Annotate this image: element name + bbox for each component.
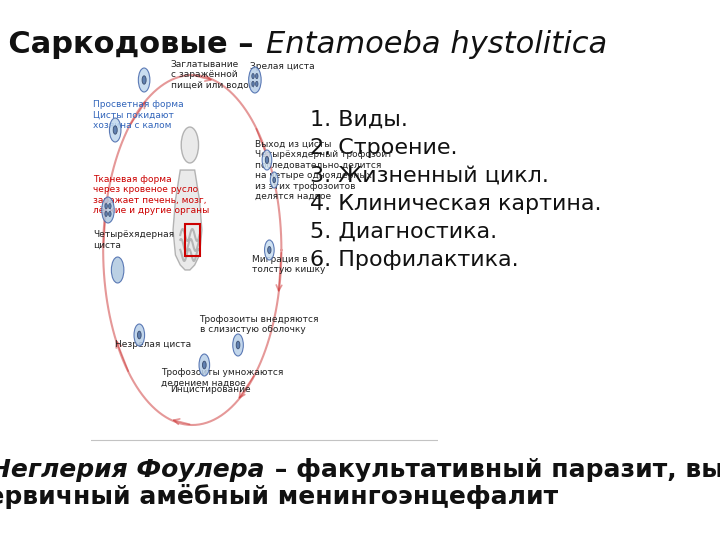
Circle shape [233,334,243,356]
Circle shape [262,150,271,170]
Text: 1. Виды.: 1. Виды. [310,110,408,130]
Circle shape [138,68,150,92]
Circle shape [264,240,274,260]
Text: Инцистирование: Инцистирование [171,385,251,394]
Circle shape [109,211,111,217]
Circle shape [256,82,258,86]
Circle shape [270,172,278,188]
Text: первичный амёбный менингоэнцефалит: первичный амёбный менингоэнцефалит [0,484,559,509]
Text: Класс Саркодовые –: Класс Саркодовые – [0,30,264,59]
Text: Тканевая форма
через кровеное русло
заражает печень, мозг,
лёгкие и другие орган: Тканевая форма через кровеное русло зара… [93,175,210,215]
Circle shape [202,361,206,369]
Circle shape [105,211,107,217]
Text: Просветная форма
Цисты покидают
хозяина с калом: Просветная форма Цисты покидают хозяина … [93,100,184,130]
Circle shape [265,157,269,164]
Circle shape [142,76,146,84]
Circle shape [181,127,199,163]
Circle shape [268,246,271,253]
Circle shape [248,67,261,93]
Circle shape [138,331,141,339]
Text: Трофозоиты умножаются
делением надвое: Трофозоиты умножаются делением надвое [161,368,284,387]
Circle shape [199,354,210,376]
Text: Неглерия Фоулера: Неглерия Фоулера [0,458,264,482]
Circle shape [273,177,276,183]
Text: Entamoeba hystolitica: Entamoeba hystolitica [266,30,607,59]
Text: Трофозоиты внедряются
в слизистую оболочку: Трофозоиты внедряются в слизистую оболоч… [199,315,319,334]
Text: Четырёхядерная
циста: Четырёхядерная циста [93,230,174,249]
Circle shape [105,204,107,208]
Circle shape [113,126,117,134]
Circle shape [109,118,121,142]
Circle shape [112,257,124,283]
Text: Незрелая циста: Незрелая циста [115,340,192,349]
Polygon shape [173,170,202,270]
Text: Миграция в
толстую кишку: Миграция в толстую кишку [253,255,326,274]
Circle shape [134,324,145,346]
Text: – факультативный паразит, вызывает: – факультативный паразит, вызывает [266,458,720,482]
Circle shape [109,204,111,208]
Circle shape [102,197,114,223]
Circle shape [236,341,240,349]
Text: Заглатывание
с заражённой
пищей или водой: Заглатывание с заражённой пищей или водо… [171,60,254,90]
Circle shape [252,73,254,79]
Text: 5. Диагностика.: 5. Диагностика. [310,222,498,242]
Text: 6. Профилактика.: 6. Профилактика. [310,250,519,270]
Circle shape [252,82,254,86]
Text: 4. Клиническая картина.: 4. Клиническая картина. [310,194,602,214]
Text: Выход из цисты
Четырёхядерный трофозоит
последовательно делится
на четыре однояд: Выход из цисты Четырёхядерный трофозоит … [255,140,392,201]
Text: Зрелая циста: Зрелая циста [250,62,315,71]
Text: 3. Жизненный цикл.: 3. Жизненный цикл. [310,166,549,186]
Text: 2. Строение.: 2. Строение. [310,138,458,158]
Circle shape [256,73,258,79]
